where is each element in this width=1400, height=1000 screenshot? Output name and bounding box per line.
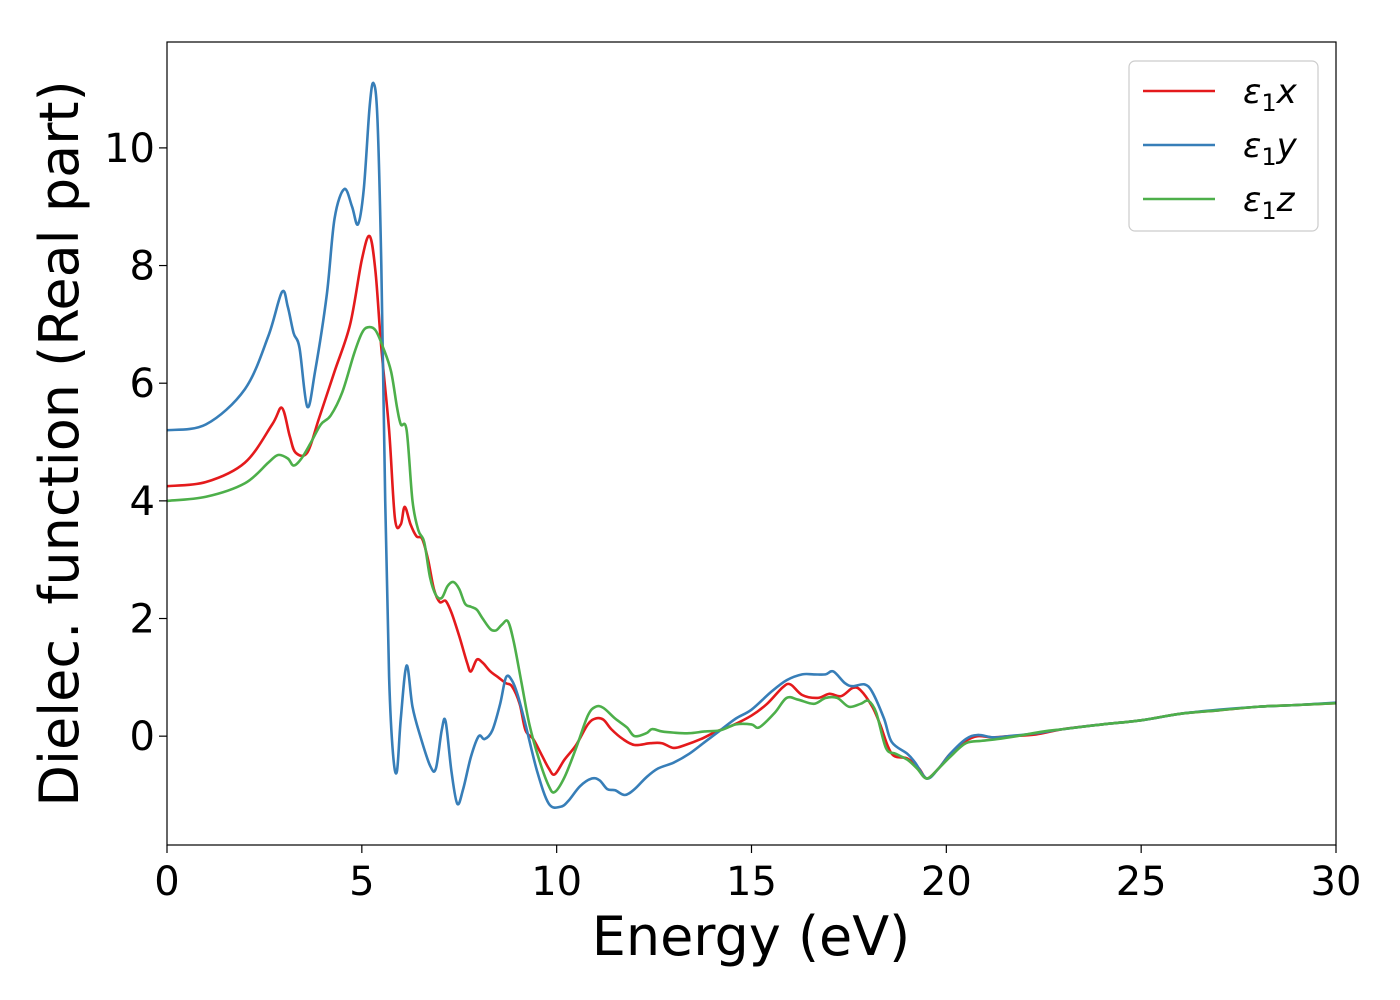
legend-box [1128,60,1319,232]
legend-component: y [1276,126,1298,166]
x-tick-label: 25 [1116,859,1167,905]
y-tick-label: 2 [130,597,155,643]
legend-component: x [1276,72,1298,112]
legend-label-x: ε1x [1243,72,1298,117]
y-axis: 0 2 4 6 8 10 [104,126,167,760]
legend-label-y: ε1y [1243,126,1298,171]
y-tick-label: 0 [130,714,155,760]
legend-symbol: ε [1243,180,1261,220]
y-tick-label: 8 [130,244,155,290]
legend-label-z: ε1z [1243,180,1296,225]
x-tick-label: 20 [921,859,972,905]
x-tick-label: 10 [531,859,582,905]
y-tick-label: 4 [130,479,155,525]
series-line-y [167,81,1336,809]
legend-subscript: 1 [1261,89,1276,117]
x-tick-label: 30 [1311,859,1362,905]
y-tick-label: 6 [130,361,155,407]
y-tick-label: 10 [104,126,155,172]
x-tick-label: 5 [349,859,374,905]
series-layer [167,81,1336,809]
x-tick-label: 15 [726,859,777,905]
x-tick-label: 0 [154,859,179,905]
x-axis-label: Energy (eV) [592,905,911,968]
legend-subscript: 1 [1261,143,1276,171]
y-axis-label: Dielec. function (Real part) [28,80,91,806]
legend-symbol: ε [1243,72,1261,112]
series-line-z [167,325,1336,794]
x-axis: 0 5 10 15 20 25 30 [154,845,1361,905]
legend-subscript: 1 [1261,197,1276,225]
legend-symbol: ε [1243,126,1261,166]
legend-component: z [1276,180,1296,220]
